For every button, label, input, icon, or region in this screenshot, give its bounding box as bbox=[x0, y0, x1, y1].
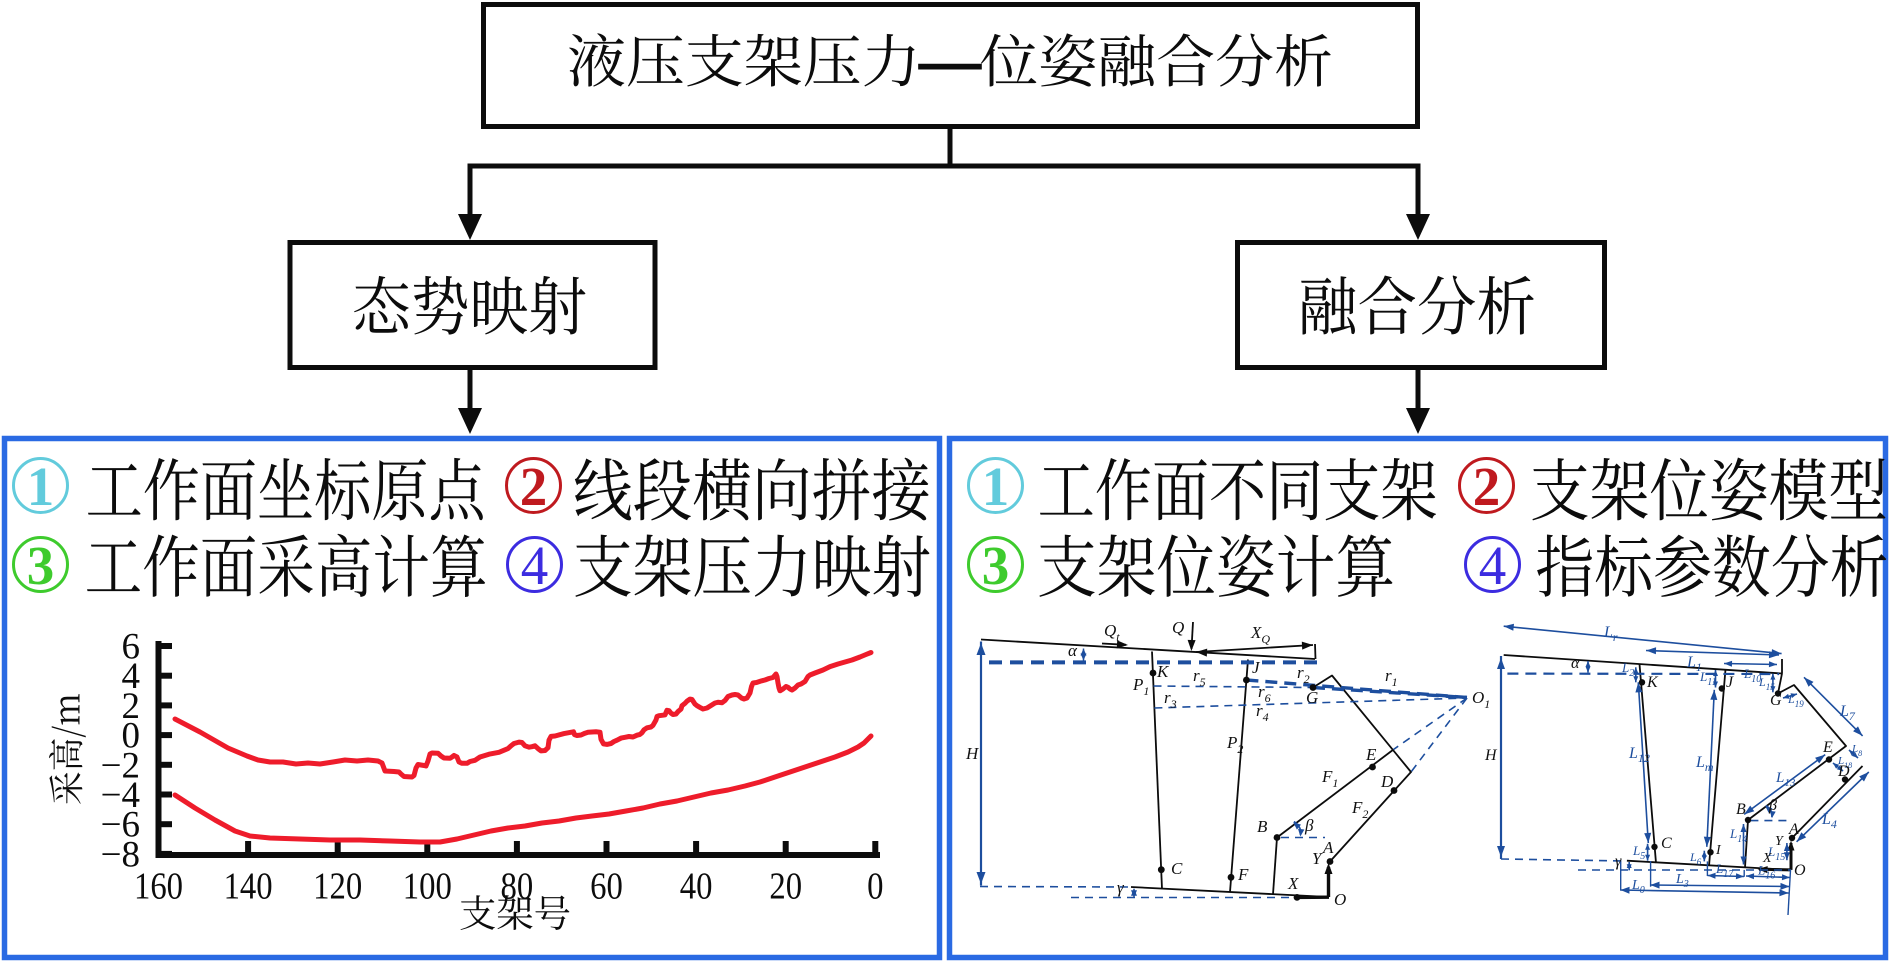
svg-text:2: 2 bbox=[520, 456, 548, 517]
svg-text:X: X bbox=[1762, 851, 1772, 866]
svg-text:1: 1 bbox=[27, 456, 55, 517]
svg-text:β: β bbox=[1304, 816, 1314, 835]
svg-text:2: 2 bbox=[1473, 456, 1501, 517]
svg-text:I: I bbox=[1715, 843, 1722, 858]
svg-text:140: 140 bbox=[224, 864, 273, 907]
svg-text:−8: −8 bbox=[101, 834, 140, 875]
svg-text:A: A bbox=[1322, 838, 1334, 857]
svg-text:α: α bbox=[1571, 655, 1580, 672]
svg-text:Y: Y bbox=[1775, 834, 1785, 849]
svg-text:J: J bbox=[1726, 674, 1734, 691]
svg-text:1: 1 bbox=[982, 456, 1010, 517]
svg-text:4: 4 bbox=[122, 656, 141, 697]
svg-text:−2: −2 bbox=[101, 745, 140, 786]
svg-text:0: 0 bbox=[867, 864, 883, 907]
svg-text:H: H bbox=[965, 744, 980, 763]
svg-text:O: O bbox=[1794, 862, 1806, 879]
svg-text:4: 4 bbox=[521, 535, 549, 596]
svg-text:D: D bbox=[1380, 772, 1394, 791]
svg-text:K: K bbox=[1156, 662, 1170, 681]
svg-text:γ: γ bbox=[1117, 878, 1125, 897]
svg-text:4: 4 bbox=[1479, 535, 1507, 596]
svg-text:Y: Y bbox=[1312, 849, 1323, 868]
svg-text:3: 3 bbox=[27, 535, 55, 596]
svg-text:2: 2 bbox=[122, 686, 141, 727]
svg-text:F: F bbox=[1237, 865, 1249, 884]
svg-text:100: 100 bbox=[403, 864, 452, 907]
svg-text:0: 0 bbox=[122, 716, 141, 757]
svg-text:3: 3 bbox=[982, 535, 1010, 596]
svg-text:C: C bbox=[1171, 859, 1183, 878]
svg-text:B: B bbox=[1736, 801, 1746, 818]
svg-text:120: 120 bbox=[313, 864, 362, 907]
svg-text:G: G bbox=[1306, 688, 1318, 707]
svg-text:J: J bbox=[1252, 658, 1261, 677]
svg-text:X: X bbox=[1287, 874, 1299, 893]
svg-text:K: K bbox=[1646, 674, 1659, 691]
svg-text:L8: L8 bbox=[1851, 743, 1862, 758]
svg-text:G: G bbox=[1770, 692, 1782, 709]
svg-text:−6: −6 bbox=[101, 805, 140, 846]
svg-text:60: 60 bbox=[590, 864, 623, 907]
svg-text:α: α bbox=[1068, 641, 1078, 660]
svg-text:20: 20 bbox=[769, 864, 802, 907]
svg-text:β: β bbox=[1768, 797, 1777, 814]
svg-text:C: C bbox=[1661, 835, 1672, 852]
svg-text:E: E bbox=[1822, 739, 1833, 756]
svg-text:Qt: Qt bbox=[1104, 621, 1120, 644]
svg-text:B: B bbox=[1257, 817, 1268, 836]
svg-text:40: 40 bbox=[680, 864, 713, 907]
svg-text:E: E bbox=[1365, 745, 1377, 764]
svg-text:O: O bbox=[1334, 890, 1346, 909]
svg-text:γ: γ bbox=[1615, 853, 1622, 870]
svg-text:D: D bbox=[1837, 763, 1850, 780]
svg-text:−4: −4 bbox=[101, 775, 140, 816]
svg-text:H: H bbox=[1484, 747, 1498, 764]
svg-text:A: A bbox=[1788, 821, 1799, 838]
svg-text:160: 160 bbox=[134, 864, 183, 907]
svg-text:Q: Q bbox=[1172, 618, 1184, 637]
svg-text:6: 6 bbox=[122, 627, 141, 668]
